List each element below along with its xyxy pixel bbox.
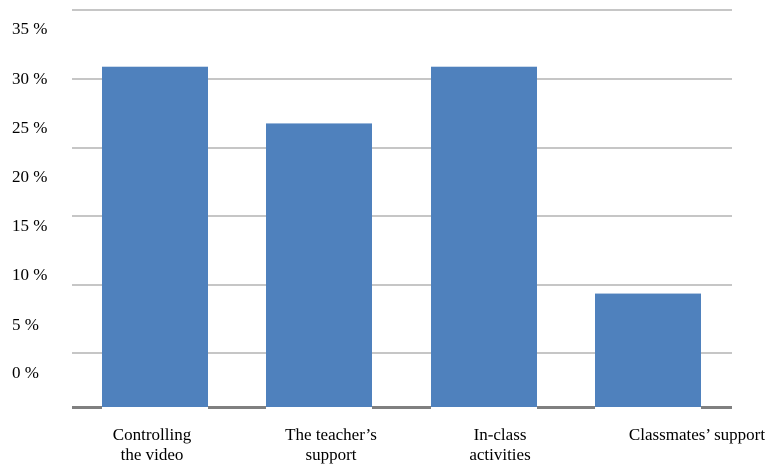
x-category-label-line: the video [121,445,184,464]
y-axis-tick-labels: 35 % 30 % 25 % 20 % 15 % 10 % 5 % 0 % [12,19,47,382]
y-tick-label: 0 % [12,363,39,382]
bar [431,66,537,407]
bars [102,66,701,407]
x-category-label-line: support [306,445,357,464]
y-tick-label: 10 % [12,265,47,284]
x-category-label-line: Controlling [113,425,192,444]
y-tick-label: 15 % [12,216,47,235]
x-category-label-line: In-class [474,425,527,444]
x-axis-category-labels: Controlling the video The teacher’s support… [113,425,766,464]
x-category-label: In-class activities [469,425,530,464]
bar [102,66,208,407]
y-tick-label: 30 % [12,69,47,88]
bar [595,293,701,407]
y-tick-label: 35 % [12,19,47,38]
y-tick-label: 25 % [12,118,47,137]
bar [266,123,372,407]
x-category-label: Classmates’ support [629,425,765,444]
x-category-label: The teacher’s support [285,425,377,464]
x-category-label: Controlling the video [113,425,192,464]
x-category-label-line: Classmates’ support [629,425,765,444]
x-category-label-line: activities [469,445,530,464]
x-category-label-line: The teacher’s [285,425,377,444]
y-tick-label: 5 % [12,315,39,334]
y-tick-label: 20 % [12,167,47,186]
